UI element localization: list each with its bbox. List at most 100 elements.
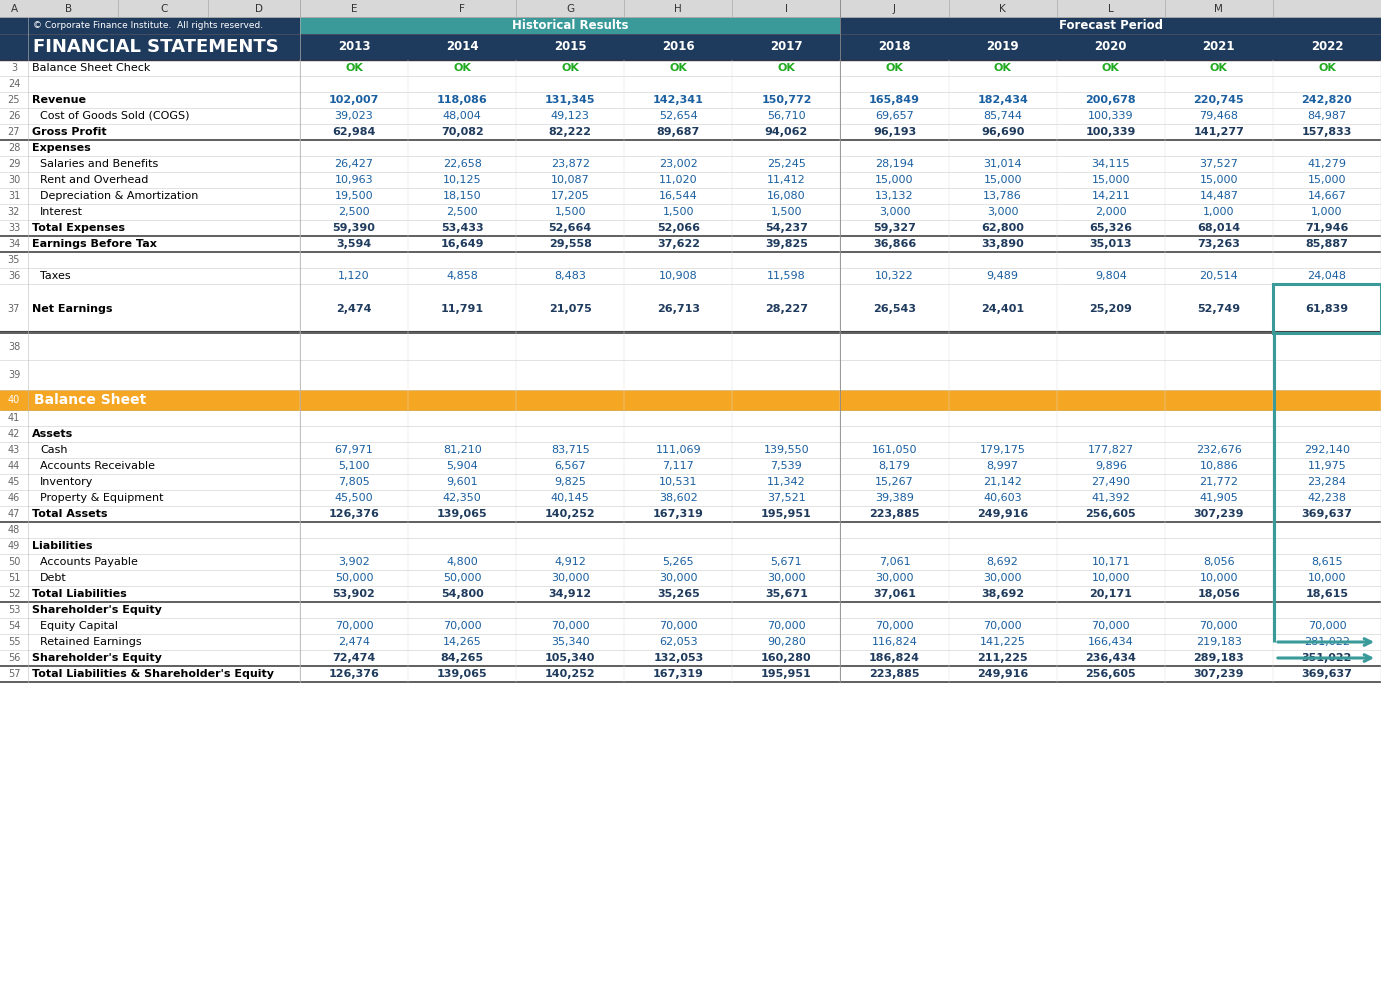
- Bar: [0, 426, 1381, 442]
- Text: 51: 51: [8, 573, 21, 583]
- Bar: [0, 586, 1381, 602]
- Text: OK: OK: [1210, 63, 1228, 73]
- Text: 139,550: 139,550: [764, 445, 809, 455]
- Text: 2,474: 2,474: [337, 303, 371, 314]
- Text: 41,905: 41,905: [1200, 493, 1239, 503]
- Text: 10,963: 10,963: [334, 175, 373, 185]
- Text: H: H: [674, 4, 682, 14]
- Text: 256,605: 256,605: [1085, 509, 1137, 519]
- Text: 15,267: 15,267: [876, 477, 914, 487]
- Text: B: B: [65, 4, 72, 14]
- Text: 232,676: 232,676: [1196, 445, 1242, 455]
- Text: 102,007: 102,007: [329, 95, 380, 105]
- Bar: [0, 140, 1381, 156]
- Text: 1,500: 1,500: [555, 207, 586, 217]
- Text: 39: 39: [8, 370, 21, 380]
- Text: Accounts Receivable: Accounts Receivable: [40, 461, 155, 471]
- Text: A: A: [11, 4, 18, 14]
- Text: Balance Sheet Check: Balance Sheet Check: [32, 63, 151, 73]
- Bar: [0, 522, 1381, 538]
- Text: 9,489: 9,489: [986, 271, 1019, 281]
- Text: 14,487: 14,487: [1199, 191, 1239, 201]
- Text: 223,885: 223,885: [869, 509, 920, 519]
- Text: 5,265: 5,265: [663, 557, 695, 567]
- Text: 62,984: 62,984: [333, 127, 376, 137]
- Text: F: F: [460, 4, 465, 14]
- Text: 8,179: 8,179: [878, 461, 910, 471]
- Text: 5,904: 5,904: [446, 461, 478, 471]
- Text: 223,885: 223,885: [869, 669, 920, 679]
- Text: 45,500: 45,500: [334, 493, 373, 503]
- Text: 289,183: 289,183: [1193, 653, 1244, 663]
- Bar: [0, 92, 1381, 108]
- Text: Interest: Interest: [40, 207, 83, 217]
- Text: 4,912: 4,912: [554, 557, 586, 567]
- Text: Taxes: Taxes: [40, 271, 70, 281]
- Text: 49,123: 49,123: [551, 111, 590, 121]
- Text: 10,886: 10,886: [1200, 461, 1239, 471]
- Text: 72,474: 72,474: [333, 653, 376, 663]
- Text: 2021: 2021: [1203, 40, 1235, 54]
- Text: 18,150: 18,150: [443, 191, 482, 201]
- Text: 45: 45: [8, 477, 21, 487]
- Text: 56,710: 56,710: [766, 111, 805, 121]
- Text: 29: 29: [8, 159, 21, 169]
- Bar: [0, 442, 1381, 458]
- Text: 34: 34: [8, 239, 21, 249]
- Text: 5,100: 5,100: [338, 461, 370, 471]
- Text: 41,392: 41,392: [1091, 493, 1130, 503]
- Text: 24: 24: [8, 79, 21, 89]
- Text: 220,745: 220,745: [1193, 95, 1244, 105]
- Text: 236,434: 236,434: [1085, 653, 1137, 663]
- Text: 9,896: 9,896: [1095, 461, 1127, 471]
- Text: OK: OK: [345, 63, 363, 73]
- Text: 55: 55: [8, 637, 21, 647]
- Text: Total Assets: Total Assets: [32, 509, 108, 519]
- Text: 59,390: 59,390: [333, 223, 376, 233]
- Text: 157,833: 157,833: [1302, 127, 1352, 137]
- Text: 33,890: 33,890: [982, 239, 1025, 249]
- Text: 14,211: 14,211: [1091, 191, 1130, 201]
- Bar: [0, 570, 1381, 586]
- Text: 28,227: 28,227: [765, 303, 808, 314]
- Text: 8,692: 8,692: [986, 557, 1019, 567]
- Text: 37,061: 37,061: [873, 589, 916, 599]
- Text: 11,342: 11,342: [766, 477, 807, 487]
- Text: 2020: 2020: [1095, 40, 1127, 54]
- Text: 166,434: 166,434: [1088, 637, 1134, 647]
- Text: 369,637: 369,637: [1301, 669, 1352, 679]
- Text: 11,975: 11,975: [1308, 461, 1346, 471]
- Text: Liabilities: Liabilities: [32, 541, 93, 551]
- Text: 24,048: 24,048: [1308, 271, 1346, 281]
- Text: 2022: 2022: [1311, 40, 1344, 54]
- Text: 70,082: 70,082: [441, 127, 483, 137]
- Text: 24,401: 24,401: [981, 303, 1025, 314]
- Text: 2,500: 2,500: [446, 207, 478, 217]
- Text: 53: 53: [8, 605, 21, 615]
- Text: 56: 56: [8, 653, 21, 663]
- Text: 15,000: 15,000: [876, 175, 914, 185]
- Text: Earnings Before Tax: Earnings Before Tax: [32, 239, 157, 249]
- Text: Rent and Overhead: Rent and Overhead: [40, 175, 148, 185]
- Text: 307,239: 307,239: [1193, 669, 1244, 679]
- Text: 30: 30: [8, 175, 21, 185]
- Text: 36: 36: [8, 271, 21, 281]
- Bar: [0, 602, 1381, 618]
- Bar: [0, 360, 1381, 390]
- Text: 20,514: 20,514: [1200, 271, 1239, 281]
- Text: 83,715: 83,715: [551, 445, 590, 455]
- Text: 20,171: 20,171: [1090, 589, 1132, 599]
- Text: 165,849: 165,849: [869, 95, 920, 105]
- Text: 13,786: 13,786: [983, 191, 1022, 201]
- Text: M: M: [1214, 4, 1224, 14]
- Text: 39,825: 39,825: [765, 239, 808, 249]
- Text: 10,000: 10,000: [1091, 573, 1130, 583]
- Text: 52,664: 52,664: [548, 223, 592, 233]
- Text: 167,319: 167,319: [653, 509, 704, 519]
- Text: 65,326: 65,326: [1090, 223, 1132, 233]
- Text: 3,902: 3,902: [338, 557, 370, 567]
- Text: 177,827: 177,827: [1088, 445, 1134, 455]
- Bar: [0, 458, 1381, 474]
- Text: 150,772: 150,772: [761, 95, 812, 105]
- Text: 131,345: 131,345: [545, 95, 595, 105]
